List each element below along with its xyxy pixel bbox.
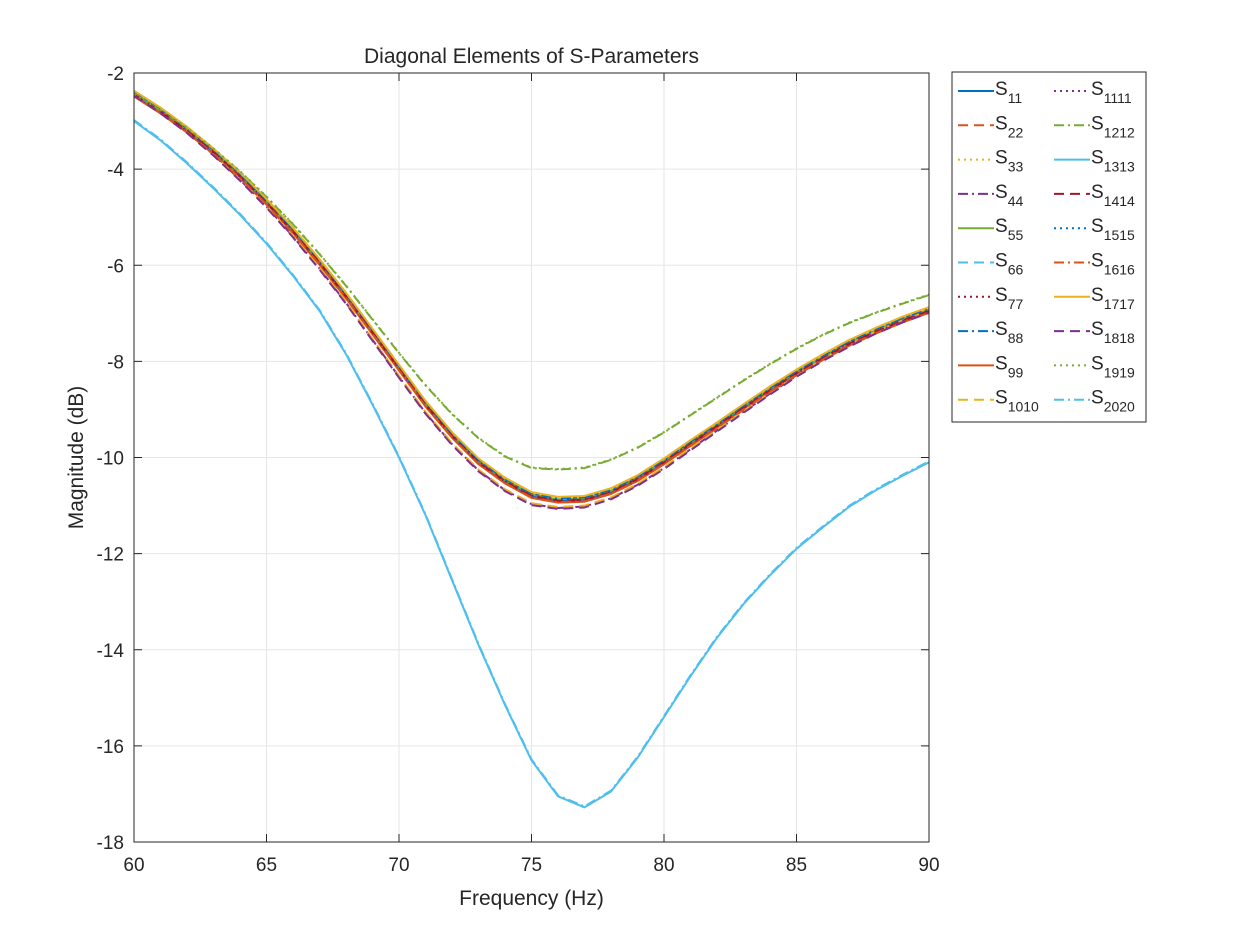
y-tick-label: -10 bbox=[97, 449, 124, 470]
x-axis-label: Frequency (Hz) bbox=[459, 887, 604, 910]
legend-label-subscript: 1111 bbox=[1104, 90, 1132, 106]
legend-box bbox=[951, 71, 1147, 423]
axis-ticks: 60 65 70 75 80 85 90 -18 -16 -14 -12 -10 -8 -6 -4 -2 bbox=[97, 64, 940, 876]
legend-label-base: S bbox=[1091, 388, 1104, 409]
legend-label-base: S bbox=[995, 148, 1008, 169]
legend-label-base: S bbox=[1091, 148, 1104, 169]
y-tick-label: -12 bbox=[97, 545, 124, 566]
x-tick-label: 90 bbox=[918, 855, 939, 876]
y-tick-label: -2 bbox=[107, 64, 124, 85]
y-tick-label: -18 bbox=[97, 833, 124, 854]
legend-label-subscript: 2020 bbox=[1104, 399, 1135, 415]
legend-label-subscript: 66 bbox=[1008, 262, 1024, 278]
series-line-S1414 bbox=[133, 93, 930, 502]
legend-label-S88: S88 bbox=[995, 319, 1023, 346]
legend-label-subscript: 77 bbox=[1008, 296, 1024, 312]
legend-label-S1717: S1717 bbox=[1091, 285, 1135, 312]
legend-label-subscript: 33 bbox=[1008, 159, 1024, 175]
series-line-S1717 bbox=[133, 89, 930, 498]
x-tick-label: 75 bbox=[521, 855, 542, 876]
legend-label-base: S bbox=[1091, 251, 1104, 272]
legend-label-base: S bbox=[1091, 79, 1104, 100]
legend-label-S22: S22 bbox=[995, 113, 1023, 140]
x-tick-label: 80 bbox=[653, 855, 674, 876]
legend-label-S1414: S1414 bbox=[1091, 182, 1135, 209]
series-line-S55 bbox=[133, 92, 930, 501]
x-tick-label: 65 bbox=[256, 855, 277, 876]
legend-label-subscript: 22 bbox=[1008, 124, 1024, 140]
y-tick-label: -14 bbox=[97, 641, 125, 662]
x-tick-label: 85 bbox=[786, 855, 807, 876]
legend-label-subscript: 55 bbox=[1008, 227, 1024, 243]
legend-label-base: S bbox=[1091, 113, 1104, 134]
legend-label-subscript: 1515 bbox=[1104, 227, 1135, 243]
legend-label-base: S bbox=[995, 216, 1008, 237]
legend-label-base: S bbox=[995, 285, 1008, 306]
legend-label-S1818: S1818 bbox=[1091, 319, 1135, 346]
legend-label-S55: S55 bbox=[995, 216, 1023, 243]
legend-label-S2020: S2020 bbox=[1091, 388, 1135, 415]
legend-label-subscript: 1717 bbox=[1104, 296, 1135, 312]
legend-label-subscript: 99 bbox=[1008, 364, 1024, 380]
legend-label-S1010: S1010 bbox=[995, 388, 1039, 415]
y-tick-label: -8 bbox=[107, 352, 124, 373]
x-tick-label: 70 bbox=[388, 855, 409, 876]
series-line-S99 bbox=[133, 95, 930, 504]
legend-label-base: S bbox=[1091, 216, 1104, 237]
y-axis-label: Magnitude (dB) bbox=[65, 386, 88, 530]
legend-label-subscript: 1212 bbox=[1104, 124, 1135, 140]
legend-label-subscript: 1919 bbox=[1104, 364, 1135, 380]
legend-label-subscript: 1818 bbox=[1104, 330, 1135, 346]
legend-label-S1111: S1111 bbox=[1091, 79, 1132, 106]
y-tick-label: -6 bbox=[107, 256, 124, 277]
legend-label-S1919: S1919 bbox=[1091, 353, 1135, 380]
series-lines bbox=[133, 89, 930, 809]
legend-label-base: S bbox=[1091, 285, 1104, 306]
legend-label-base: S bbox=[995, 79, 1008, 100]
legend-label-subscript: 88 bbox=[1008, 330, 1024, 346]
legend-label-base: S bbox=[1091, 182, 1104, 203]
legend-label-base: S bbox=[995, 353, 1008, 374]
y-tick-label: -16 bbox=[97, 737, 124, 758]
series-line-S1919 bbox=[133, 93, 930, 471]
legend-label-base: S bbox=[995, 251, 1008, 272]
legend-label-S1616: S1616 bbox=[1091, 251, 1135, 278]
legend-label-S11: S11 bbox=[995, 79, 1022, 106]
legend-label-S77: S77 bbox=[995, 285, 1023, 312]
legend-label-S33: S33 bbox=[995, 148, 1023, 175]
legend-label-subscript: 44 bbox=[1008, 193, 1024, 209]
legend-label-base: S bbox=[995, 113, 1008, 134]
legend-label-base: S bbox=[995, 319, 1008, 340]
legend-label-S1313: S1313 bbox=[1091, 148, 1135, 175]
legend-label-subscript: 1010 bbox=[1008, 399, 1039, 415]
legend-label-subscript: 1616 bbox=[1104, 262, 1135, 278]
legend-label-subscript: 1313 bbox=[1104, 159, 1135, 175]
legend-label-S1212: S1212 bbox=[1091, 113, 1135, 140]
legend-label-S66: S66 bbox=[995, 251, 1023, 278]
legend-label-base: S bbox=[995, 182, 1008, 203]
legend-label-base: S bbox=[1091, 353, 1104, 374]
series-line-S2020 bbox=[133, 119, 930, 808]
legend-label-S44: S44 bbox=[995, 182, 1023, 209]
legend-label-subscript: 11 bbox=[1008, 90, 1023, 106]
legend: S11S22S33S44S55S66S77S88S99S1010S1111S12… bbox=[951, 71, 1147, 423]
legend-label-S1515: S1515 bbox=[1091, 216, 1135, 243]
legend-label-S99: S99 bbox=[995, 353, 1023, 380]
y-tick-label: -4 bbox=[107, 160, 124, 181]
chart-title: Diagonal Elements of S-Parameters bbox=[364, 45, 699, 68]
legend-label-base: S bbox=[1091, 319, 1104, 340]
x-tick-label: 60 bbox=[123, 855, 144, 876]
legend-label-subscript: 1414 bbox=[1104, 193, 1135, 209]
legend-label-base: S bbox=[995, 388, 1008, 409]
